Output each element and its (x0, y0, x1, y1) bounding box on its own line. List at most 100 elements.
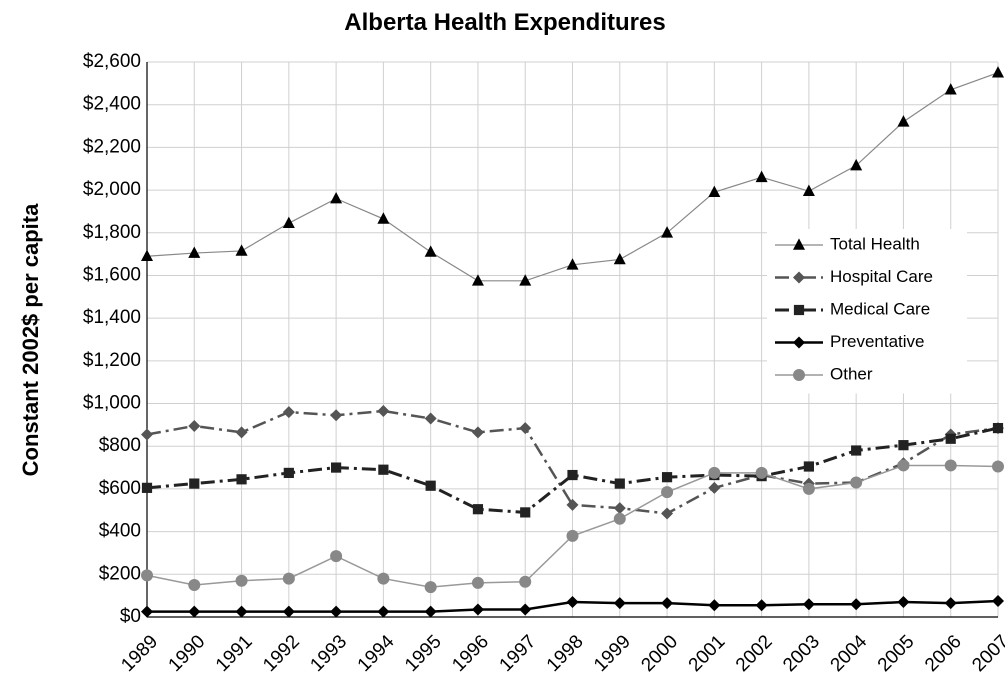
marker (613, 502, 626, 515)
y-tick-label: $1,200 (83, 350, 141, 371)
marker (519, 603, 532, 616)
marker (567, 469, 578, 481)
x-tick-label: 1993 (306, 631, 351, 676)
y-tick-label: $2,400 (83, 94, 141, 115)
marker (755, 599, 768, 612)
legend-label: Medical Care (830, 299, 930, 318)
legend-label: Preventative (830, 332, 925, 351)
marker (566, 498, 579, 511)
marker (614, 478, 625, 489)
y-tick-label: $1,400 (83, 307, 141, 328)
y-tick-label: $0 (120, 606, 141, 627)
marker (471, 274, 484, 286)
marker (793, 304, 805, 316)
marker (472, 504, 484, 515)
marker (897, 596, 910, 609)
marker (424, 245, 437, 257)
y-tick-label: $2,200 (83, 136, 141, 157)
x-tick-label: 2007 (968, 631, 1005, 676)
marker (898, 440, 909, 451)
marker (330, 409, 343, 422)
marker (944, 83, 957, 95)
marker (235, 574, 248, 587)
marker (377, 605, 390, 618)
x-tick-label: 2003 (779, 631, 824, 676)
marker (471, 426, 484, 439)
marker (566, 529, 579, 542)
marker (282, 572, 295, 585)
marker (519, 575, 532, 588)
marker (793, 271, 805, 284)
marker (141, 249, 153, 262)
marker (897, 115, 910, 127)
marker (802, 184, 815, 196)
marker (235, 426, 248, 439)
marker (755, 170, 768, 183)
legend-label: Hospital Care (830, 267, 933, 286)
marker (425, 480, 436, 491)
marker (992, 594, 1004, 607)
marker (944, 459, 957, 472)
marker (850, 158, 863, 171)
marker (282, 605, 295, 618)
y-tick-label: $200 (99, 563, 141, 584)
y-tick-label: $600 (99, 478, 141, 499)
marker (282, 406, 295, 419)
x-tick-label: 1991 (212, 631, 257, 676)
marker (282, 216, 295, 228)
marker (708, 599, 721, 612)
marker (661, 226, 674, 238)
marker (189, 478, 200, 489)
marker (850, 476, 863, 489)
y-tick-label: $2,000 (83, 179, 141, 200)
marker (188, 605, 201, 618)
marker (802, 598, 815, 611)
x-tick-label: 2000 (637, 631, 682, 676)
marker (236, 474, 247, 485)
marker (519, 422, 532, 435)
marker (283, 467, 294, 479)
marker (708, 185, 721, 198)
marker (661, 597, 674, 610)
x-tick-label: 2001 (685, 631, 730, 676)
x-tick-label: 1995 (401, 631, 446, 676)
marker (945, 433, 956, 444)
marker (613, 597, 626, 610)
marker (188, 578, 201, 591)
marker (850, 598, 863, 611)
y-tick-label: $1,800 (83, 222, 141, 243)
marker (803, 461, 814, 472)
marker (661, 486, 674, 499)
x-tick-label: 2005 (874, 631, 919, 676)
marker (188, 246, 201, 258)
x-tick-label: 1994 (354, 631, 399, 676)
marker (851, 445, 862, 456)
x-tick-label: 1997 (496, 631, 541, 676)
legend-label: Total Health (830, 234, 920, 253)
x-tick-label: 2006 (921, 631, 966, 676)
marker (235, 605, 248, 618)
marker (566, 596, 579, 609)
marker (141, 428, 153, 441)
marker (708, 466, 721, 479)
y-tick-label: $800 (99, 435, 141, 456)
y-tick-label: $1,000 (83, 393, 141, 414)
marker (424, 605, 437, 618)
y-axis-label: Constant 2002$ per capita (18, 203, 43, 476)
marker (471, 576, 484, 589)
marker (141, 605, 153, 618)
y-tick-label: $400 (99, 521, 141, 542)
x-tick-label: 1989 (117, 631, 162, 676)
marker (661, 507, 674, 520)
marker (793, 238, 805, 250)
marker (377, 212, 390, 224)
marker (944, 597, 957, 610)
marker (330, 550, 343, 563)
marker (141, 569, 153, 582)
marker (793, 369, 805, 381)
marker (330, 192, 343, 204)
marker (235, 244, 248, 256)
marker (424, 412, 437, 425)
marker (377, 572, 390, 585)
